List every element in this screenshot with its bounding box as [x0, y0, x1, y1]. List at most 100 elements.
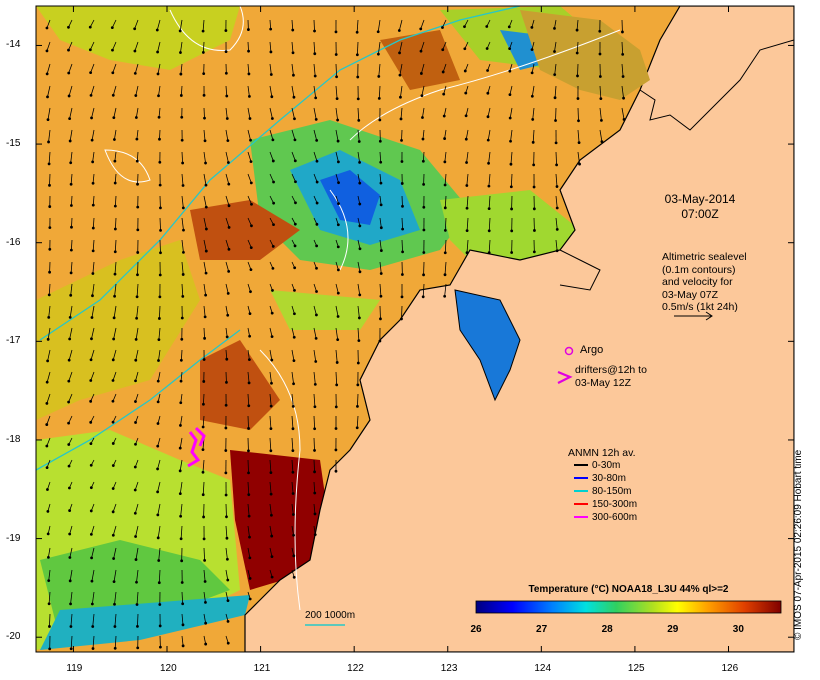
- velocity-arrowhead: [227, 269, 231, 273]
- velocity-arrow: [509, 85, 513, 95]
- velocity-arrowhead: [357, 140, 361, 143]
- velocity-arrowhead: [158, 273, 162, 277]
- velocity-arrowhead: [45, 26, 49, 30]
- velocity-arrowhead: [136, 646, 140, 650]
- velocity-arrow: [203, 151, 206, 164]
- velocity-arrowhead: [45, 380, 49, 384]
- map-frame: [35, 5, 795, 653]
- velocity-arrow: [157, 63, 161, 75]
- velocity-arrow: [158, 547, 161, 561]
- velocity-arrowhead: [202, 93, 206, 97]
- velocity-arrowhead: [357, 339, 361, 343]
- velocity-arrow: [247, 371, 250, 383]
- velocity-arrow: [92, 283, 95, 296]
- velocity-arrowhead: [270, 358, 274, 362]
- velocity-arrowhead: [247, 514, 251, 518]
- velocity-arrowhead: [135, 316, 139, 320]
- velocity-arrow: [313, 459, 315, 472]
- velocity-arrow: [46, 371, 51, 383]
- anmn-legend-item: 30-80m: [574, 473, 626, 485]
- velocity-arrow: [554, 63, 557, 75]
- velocity-arrow: [313, 415, 316, 429]
- velocity-arrow: [291, 393, 294, 407]
- velocity-arrowhead: [465, 229, 469, 233]
- velocity-arrowhead: [201, 425, 205, 429]
- velocity-arrowhead: [555, 227, 559, 231]
- velocity-arrowhead: [111, 379, 115, 382]
- velocity-arrowhead: [90, 579, 94, 583]
- velocity-arrow: [113, 305, 117, 318]
- velocity-arrow: [335, 349, 338, 363]
- velocity-arrowhead: [443, 137, 447, 140]
- velocity-arrow: [181, 591, 184, 604]
- velocity-arrowhead: [179, 379, 183, 383]
- velocity-arrow: [444, 239, 447, 253]
- velocity-arrowhead: [201, 448, 205, 452]
- velocity-arrow: [357, 305, 360, 318]
- velocity-arrow: [247, 415, 249, 429]
- velocity-arrow: [269, 107, 273, 119]
- velocity-arrowhead: [249, 138, 252, 142]
- velocity-scale-arrowhead: [705, 311, 713, 321]
- anmn-swatch: [574, 490, 588, 493]
- velocity-arrowhead: [88, 25, 92, 29]
- velocity-arrowhead: [271, 159, 275, 163]
- velocity-arrowhead: [225, 335, 229, 339]
- velocity-arrow: [356, 19, 359, 33]
- sst-patch: [40, 595, 250, 650]
- velocity-arrowhead: [47, 579, 51, 583]
- velocity-arrowhead: [376, 52, 380, 56]
- coastline-detail: [559, 249, 601, 291]
- velocity-arrow: [313, 173, 318, 183]
- velocity-arrowhead: [69, 161, 73, 165]
- velocity-arrow: [247, 173, 252, 184]
- velocity-arrowhead: [553, 96, 557, 100]
- velocity-arrowhead: [156, 379, 160, 383]
- velocity-arrowhead: [247, 381, 251, 385]
- drifter-marker: [557, 370, 573, 384]
- velocity-arrowhead: [250, 202, 253, 206]
- velocity-arrowhead: [334, 405, 338, 409]
- colorbar-tick-label: 27: [536, 624, 548, 635]
- velocity-arrow: [335, 173, 339, 183]
- velocity-arrow: [69, 107, 73, 119]
- velocity-arrow: [225, 327, 228, 337]
- altimetry-line: Altimetric sealevel: [662, 251, 747, 263]
- velocity-arrowhead: [90, 316, 94, 319]
- velocity-arrow: [68, 393, 73, 403]
- velocity-arrowhead: [292, 533, 296, 537]
- velocity-arrowhead: [204, 271, 208, 275]
- velocity-arrow: [422, 151, 425, 162]
- velocity-arrow: [357, 173, 361, 184]
- velocity-arrowhead: [179, 358, 183, 362]
- velocity-arrowhead: [204, 183, 208, 187]
- velocity-arrow: [291, 503, 294, 515]
- velocity-arrowhead: [133, 511, 137, 515]
- velocity-arrowhead: [422, 182, 426, 186]
- velocity-arrowhead: [226, 599, 230, 603]
- velocity-arrow: [269, 503, 272, 516]
- velocity-arrow: [92, 635, 95, 649]
- velocity-arrowhead: [315, 290, 318, 293]
- velocity-arrowhead: [420, 94, 424, 97]
- velocity-arrowhead: [69, 293, 73, 297]
- velocity-arrow: [225, 173, 230, 185]
- velocity-arrowhead: [313, 470, 316, 474]
- velocity-arrowhead: [227, 247, 231, 251]
- velocity-arrowhead: [224, 29, 228, 32]
- velocity-arrow: [46, 437, 51, 447]
- bathy-contour-1000m: [36, 329, 241, 471]
- velocity-arrowhead: [202, 358, 206, 361]
- velocity-arrow: [444, 283, 447, 297]
- velocity-arrowhead: [509, 185, 513, 189]
- velocity-arrow: [555, 217, 558, 230]
- velocity-arrow: [158, 85, 161, 96]
- velocity-arrowhead: [335, 361, 339, 364]
- velocity-arrowhead: [291, 427, 295, 431]
- velocity-arrowhead: [464, 114, 468, 118]
- velocity-arrow: [357, 129, 360, 142]
- velocity-arrow: [180, 415, 183, 426]
- velocity-arrowhead: [336, 139, 340, 143]
- velocity-arrowhead: [203, 139, 207, 143]
- velocity-arrowhead: [136, 228, 140, 232]
